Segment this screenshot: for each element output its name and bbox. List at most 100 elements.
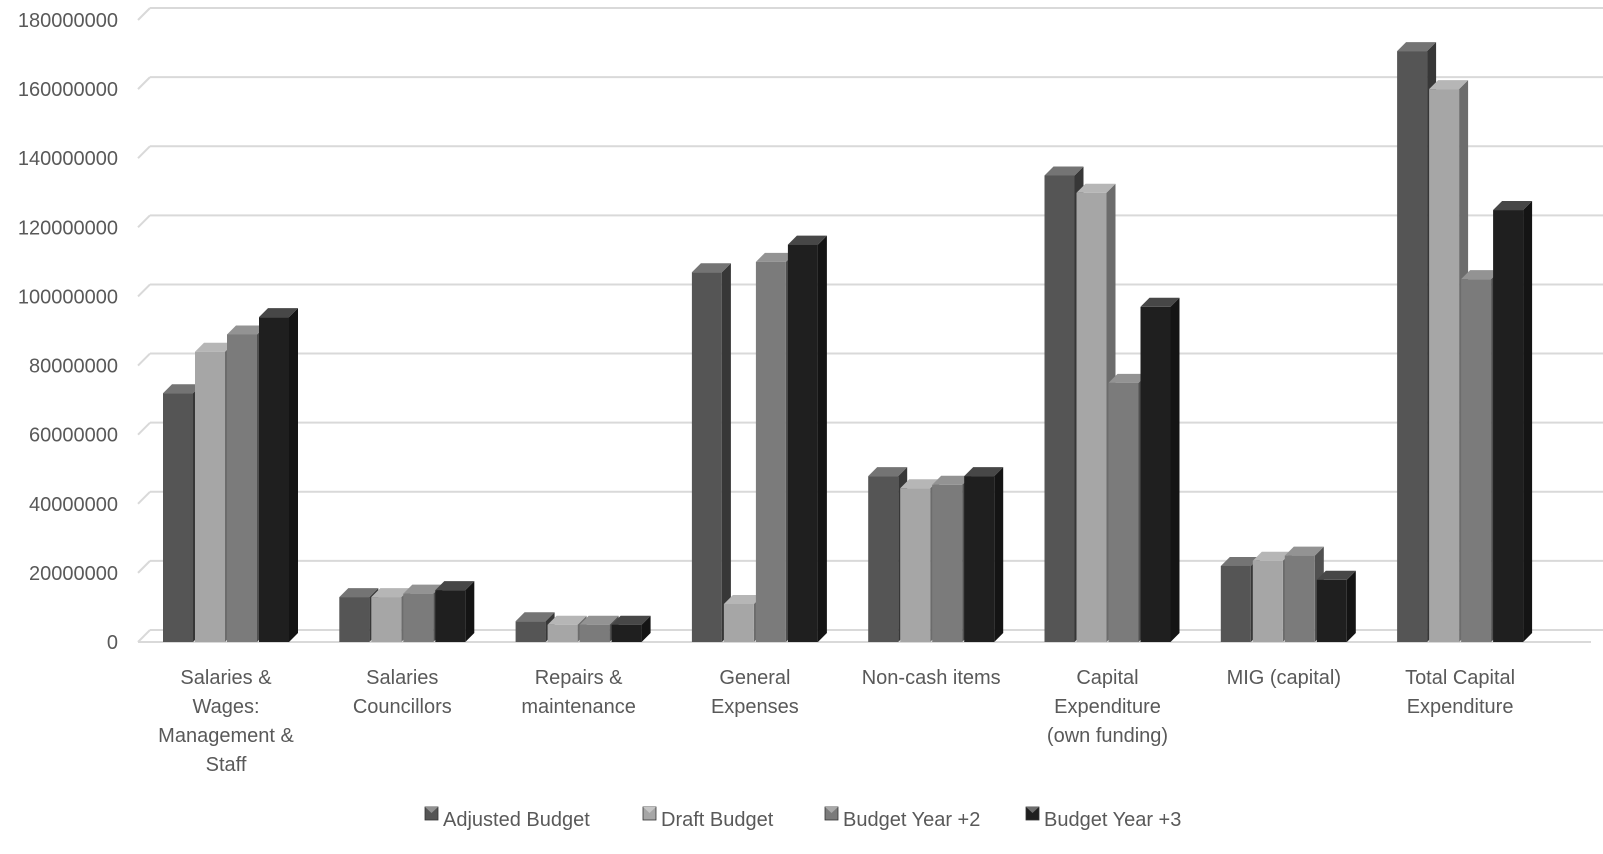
bar-top xyxy=(1108,373,1148,383)
bar-front xyxy=(1461,279,1492,642)
bar-front xyxy=(435,590,466,642)
x-category-label-line: Total Capital xyxy=(1405,667,1515,689)
y-tick-label: 120000000 xyxy=(18,217,118,239)
legend-swatch-bevel xyxy=(825,807,838,813)
y-tick-label: 160000000 xyxy=(18,79,118,101)
x-category-label: Repairs & maintenance xyxy=(521,667,636,718)
bar-top xyxy=(515,612,555,622)
bar-top xyxy=(163,384,202,394)
y-tick-label: 40000000 xyxy=(29,494,118,516)
bar-front xyxy=(163,393,193,642)
bar-side xyxy=(817,235,827,642)
x-category-label-line: General xyxy=(719,667,790,689)
bar-front xyxy=(339,597,370,642)
y-tick-label: 20000000 xyxy=(29,563,118,585)
bar-front xyxy=(195,351,225,642)
bar-front xyxy=(259,317,289,642)
bar-side xyxy=(1170,297,1180,642)
bar-top xyxy=(1429,80,1469,90)
x-category-label-line: Repairs & xyxy=(535,667,623,689)
bar-top xyxy=(691,263,731,273)
bar-side xyxy=(1346,570,1356,642)
bar-top xyxy=(868,467,908,477)
gridline-depth xyxy=(137,629,151,643)
bar-top xyxy=(1252,551,1292,561)
x-category-label: Capital Expenditure (own funding) xyxy=(1047,667,1168,747)
bar-front xyxy=(755,261,786,642)
legend-item: Draft Budget xyxy=(642,806,774,831)
bar-front xyxy=(547,624,578,642)
legend-item: Budget Year +2 xyxy=(824,806,980,831)
gridline-depth xyxy=(137,76,151,90)
legend: Adjusted Budget Draft Budget Budget Year +… xyxy=(424,806,1181,831)
bar-front xyxy=(1076,192,1107,642)
gridline-depth xyxy=(137,560,151,574)
x-category-label-line: Salaries xyxy=(366,667,438,689)
legend-swatch-bevel xyxy=(643,807,656,813)
legend-label: Draft Budget xyxy=(661,809,774,831)
bar-top xyxy=(1220,556,1260,566)
bar-top xyxy=(371,588,411,598)
bar-side xyxy=(721,263,731,642)
bar xyxy=(1140,297,1180,642)
legend-label: Budget Year +2 xyxy=(843,809,980,831)
gridline-depth xyxy=(137,421,151,436)
gridline-depth xyxy=(137,145,151,159)
bar-front xyxy=(900,488,931,642)
bar-top xyxy=(1140,297,1180,307)
bar xyxy=(435,581,475,642)
bar-side xyxy=(641,615,651,642)
bar xyxy=(339,588,379,642)
bar-top xyxy=(227,325,266,335)
bar-top xyxy=(1397,42,1437,52)
bar xyxy=(964,467,1004,642)
legend-item: Adjusted Budget xyxy=(424,806,590,831)
legend-label: Adjusted Budget xyxy=(443,809,590,831)
bar-front xyxy=(868,476,899,642)
legend-label: Budget Year +3 xyxy=(1044,809,1181,831)
x-category-label-line: Expenses xyxy=(711,696,799,718)
bar-top xyxy=(900,479,940,489)
x-category-label-line: Expenditure xyxy=(1054,696,1161,718)
bar-side xyxy=(465,581,475,642)
bar-top xyxy=(1076,183,1116,193)
x-category-label-line: (own funding) xyxy=(1047,725,1168,747)
bar-top xyxy=(339,588,379,598)
bar-front xyxy=(691,272,722,642)
bar-front xyxy=(723,603,754,642)
bar-front xyxy=(1397,51,1428,643)
bar-front xyxy=(1284,555,1315,642)
bar-top xyxy=(547,615,587,625)
bar-top xyxy=(1284,546,1324,556)
y-tick-label: 100000000 xyxy=(18,286,118,308)
x-category-label-line: MIG (capital) xyxy=(1227,667,1341,689)
bar-front xyxy=(403,593,434,642)
gridline-depth xyxy=(137,214,151,229)
x-category-label: Salaries Councillors xyxy=(353,667,452,718)
x-category-label: MIG (capital) xyxy=(1227,667,1341,689)
y-tick-label: 60000000 xyxy=(29,425,118,447)
bar-top xyxy=(1461,270,1501,280)
bar-top xyxy=(755,252,795,262)
legend-swatch-bevel xyxy=(1026,807,1039,813)
bar-top xyxy=(964,467,1004,477)
legend-swatch-bevel xyxy=(425,807,438,813)
bar-front xyxy=(1252,560,1283,642)
bar-top xyxy=(1493,201,1533,211)
bar-front xyxy=(964,476,995,642)
bar-top xyxy=(195,342,234,352)
bar-front xyxy=(611,624,642,642)
gridline-depth xyxy=(137,7,151,21)
bars xyxy=(163,42,1533,643)
x-category-label-line: maintenance xyxy=(521,696,636,718)
x-category-label: Salaries & Wages: Management & Staff xyxy=(158,667,294,776)
x-category-label: Total Capital Expenditure xyxy=(1405,667,1515,718)
x-category-label-line: Capital xyxy=(1076,667,1138,689)
x-axis-category-labels: Salaries & Wages: Management & Staff Salarie… xyxy=(158,667,1515,776)
bar-top xyxy=(403,584,443,594)
bar-side xyxy=(994,467,1004,642)
bar-front xyxy=(1493,210,1524,643)
y-tick-label: 80000000 xyxy=(29,356,118,378)
x-category-label: General Expenses xyxy=(711,667,799,718)
